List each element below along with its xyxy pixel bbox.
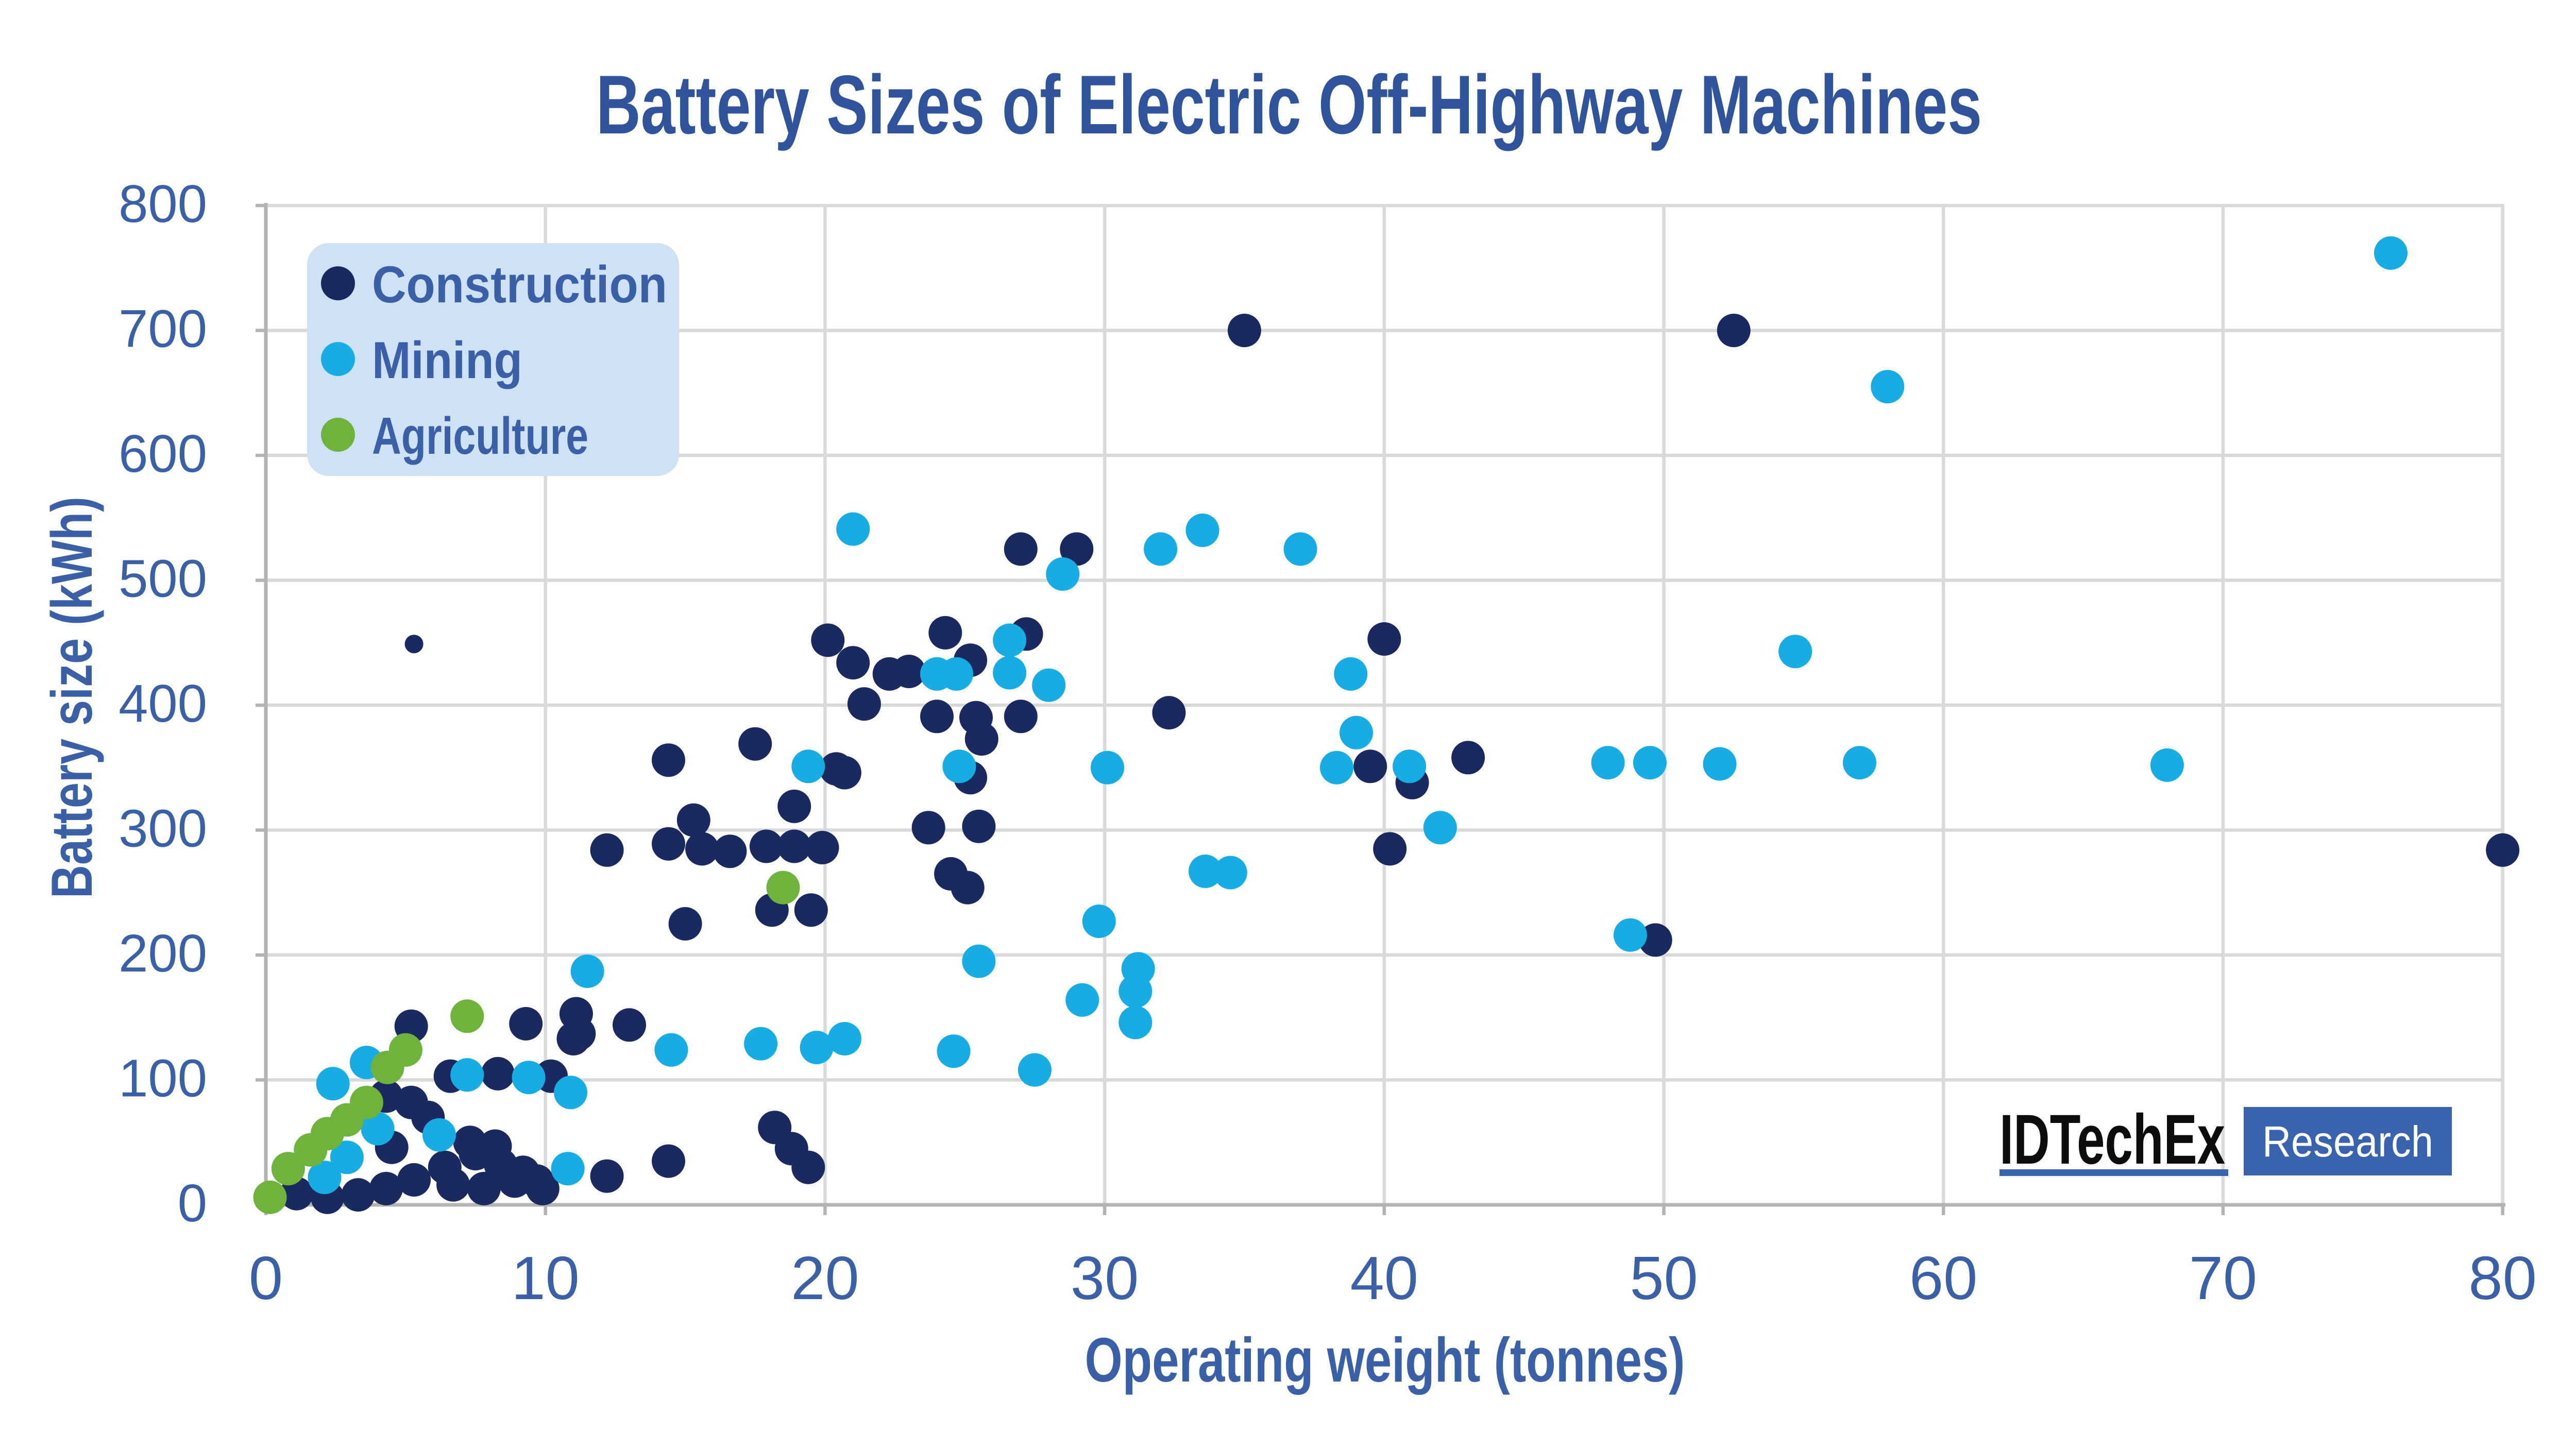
svg-text:0: 0 <box>249 1244 283 1312</box>
svg-text:300: 300 <box>118 799 207 858</box>
svg-text:100: 100 <box>118 1049 207 1108</box>
svg-text:60: 60 <box>1909 1244 1977 1312</box>
svg-text:600: 600 <box>118 424 207 483</box>
svg-text:IDTechEx: IDTechEx <box>1999 1100 2225 1179</box>
svg-text:30: 30 <box>1071 1244 1139 1312</box>
svg-text:80: 80 <box>2468 1244 2536 1312</box>
svg-text:Research: Research <box>2262 1117 2433 1166</box>
svg-text:10: 10 <box>512 1244 580 1312</box>
svg-text:400: 400 <box>118 674 207 733</box>
svg-text:Battery size (kWh): Battery size (kWh) <box>40 497 104 898</box>
svg-text:20: 20 <box>791 1244 859 1312</box>
svg-text:Battery Sizes of Electric Off-: Battery Sizes of Electric Off-Highway Ma… <box>596 58 1982 151</box>
svg-text:40: 40 <box>1350 1244 1418 1312</box>
svg-text:800: 800 <box>118 174 207 233</box>
svg-text:0: 0 <box>178 1173 207 1233</box>
svg-text:Construction: Construction <box>372 256 667 314</box>
svg-text:200: 200 <box>118 924 207 983</box>
svg-text:Mining: Mining <box>372 332 522 389</box>
svg-text:500: 500 <box>118 549 207 608</box>
svg-text:50: 50 <box>1630 1244 1698 1312</box>
svg-text:700: 700 <box>118 299 207 359</box>
svg-text:Agriculture: Agriculture <box>372 407 588 465</box>
svg-text:Operating weight (tonnes): Operating weight (tonnes) <box>1085 1325 1685 1395</box>
svg-text:70: 70 <box>2189 1244 2257 1312</box>
